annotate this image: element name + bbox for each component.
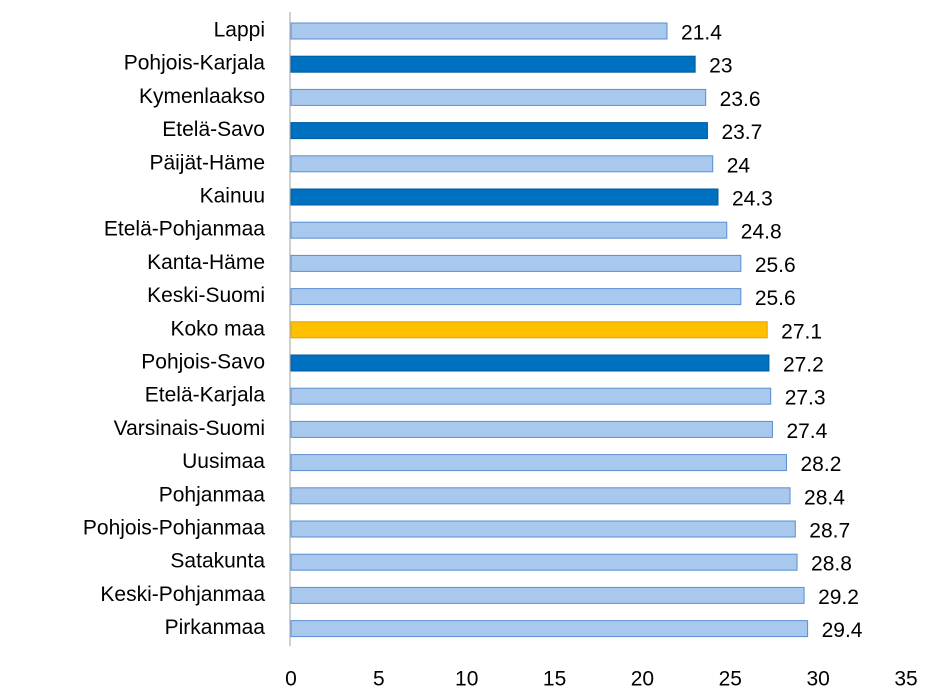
y-tick-label: Pohjois-Karjala xyxy=(124,52,266,75)
y-tick-label: Pohjanmaa xyxy=(159,483,266,506)
x-tick-label: 0 xyxy=(285,668,297,691)
bar xyxy=(290,553,798,571)
x-tick-label: 25 xyxy=(719,668,742,691)
bar xyxy=(290,586,805,604)
bar xyxy=(290,487,791,505)
bar xyxy=(290,354,770,372)
y-tick-label: Etelä-Savo xyxy=(162,118,265,141)
y-tick-label: Satakunta xyxy=(170,550,265,573)
y-tick-label: Kainuu xyxy=(200,185,265,208)
bar xyxy=(290,254,742,272)
value-label: 27.2 xyxy=(783,354,824,377)
bar xyxy=(290,22,668,40)
x-tick-label: 10 xyxy=(455,668,478,691)
y-tick-label: Päijät-Häme xyxy=(149,151,265,174)
y-tick-label: Uusimaa xyxy=(182,450,265,473)
y-tick-label: Kymenlaakso xyxy=(139,85,265,108)
value-label: 23 xyxy=(709,55,732,78)
bar xyxy=(290,454,788,472)
value-label: 23.7 xyxy=(721,121,762,144)
value-label: 28.7 xyxy=(809,520,850,543)
value-label: 25.6 xyxy=(755,287,796,310)
value-label: 29.2 xyxy=(818,586,859,609)
y-tick-label: Pohjois-Savo xyxy=(141,351,265,374)
bar xyxy=(290,55,696,73)
value-label: 23.6 xyxy=(720,88,761,111)
y-tick-label: Etelä-Karjala xyxy=(145,384,266,407)
y-tick-label: Lappi xyxy=(214,19,265,42)
value-label: 24.8 xyxy=(741,221,782,244)
value-label: 28.8 xyxy=(811,553,852,576)
x-tick-label: 15 xyxy=(543,668,566,691)
bar xyxy=(290,288,742,306)
value-label: 28.2 xyxy=(801,453,842,476)
bar xyxy=(290,188,719,206)
bar xyxy=(290,221,728,239)
bar xyxy=(290,88,707,106)
y-tick-label: Koko maa xyxy=(170,317,265,340)
bar xyxy=(290,420,773,438)
y-tick-label: Keski-Pohjanmaa xyxy=(100,583,265,606)
y-tick-label: Keski-Suomi xyxy=(147,284,265,307)
value-label: 24.3 xyxy=(732,188,773,211)
x-tick-label: 20 xyxy=(631,668,654,691)
y-tick-label: Kanta-Häme xyxy=(147,251,265,274)
bar xyxy=(290,520,796,538)
bar xyxy=(290,321,768,339)
value-label: 24 xyxy=(727,154,751,177)
y-tick-label: Etelä-Pohjanmaa xyxy=(104,218,265,241)
value-label: 21.4 xyxy=(681,22,722,45)
value-label: 27.4 xyxy=(786,420,827,443)
value-label: 28.4 xyxy=(804,486,845,509)
value-label: 27.1 xyxy=(781,320,822,343)
x-tick-label: 35 xyxy=(894,668,917,691)
bar xyxy=(290,620,809,638)
y-tick-label: Varsinais-Suomi xyxy=(114,417,265,440)
y-tick-label: Pirkanmaa xyxy=(165,616,266,639)
y-tick-label: Pohjois-Pohjanmaa xyxy=(83,517,265,540)
value-label: 25.6 xyxy=(755,254,796,277)
value-label: 29.4 xyxy=(822,619,863,642)
x-tick-label: 5 xyxy=(373,668,385,691)
x-tick-label: 30 xyxy=(806,668,829,691)
bar xyxy=(290,387,772,405)
bar xyxy=(290,122,708,140)
bar xyxy=(290,155,714,173)
value-label: 27.3 xyxy=(785,387,826,410)
